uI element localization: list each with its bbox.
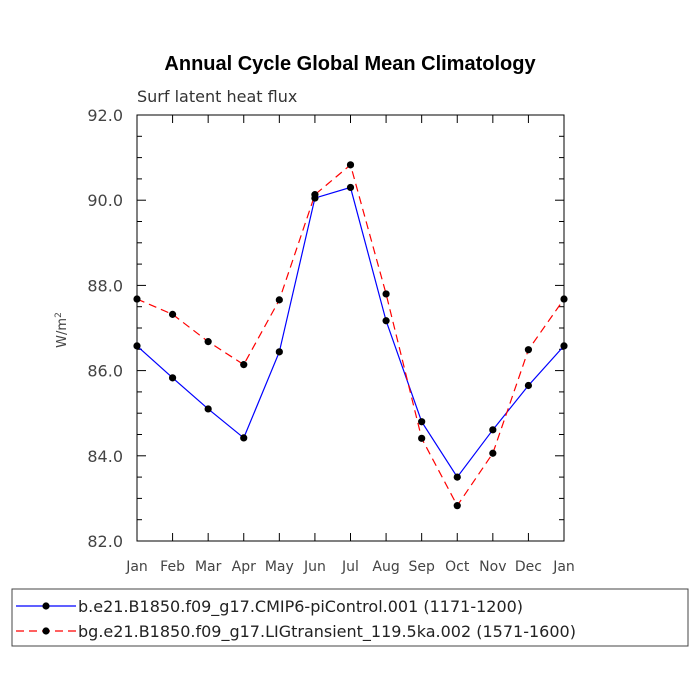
series-layer xyxy=(133,161,568,510)
series-2-point xyxy=(311,191,319,199)
x-tick-label: Feb xyxy=(160,559,185,575)
legend-marker-2 xyxy=(42,627,50,635)
legend-label-1: b.e21.B1850.f09_g17.CMIP6-piControl.001 … xyxy=(78,597,523,617)
x-tick-label: Mar xyxy=(195,559,222,575)
series-2-point xyxy=(453,502,461,510)
plot-frame xyxy=(136,114,565,542)
x-tick-label: Jul xyxy=(341,559,359,575)
legend-marker-1 xyxy=(42,602,50,610)
series-2-point xyxy=(489,449,497,457)
x-tick-label: Jan xyxy=(125,559,148,575)
x-tick-label: Jan xyxy=(552,559,575,575)
chart-title: Annual Cycle Global Mean Climatology xyxy=(164,53,536,75)
x-tick-label: Apr xyxy=(232,559,256,575)
series-1-point xyxy=(346,183,355,192)
series-2-point xyxy=(168,310,177,318)
series-1-point xyxy=(168,374,177,382)
y-tick-label: 88.0 xyxy=(87,276,123,295)
series-2-point xyxy=(204,338,212,346)
chart-subtitle: Surf latent heat flux xyxy=(137,87,297,106)
x-axis-ticks xyxy=(136,115,565,541)
series-1-point xyxy=(133,342,141,350)
series-2-point xyxy=(346,161,355,169)
series-1-point xyxy=(204,405,212,413)
y-axis-labels: 82.0 84.0 86.0 88.0 90.0 92.0 xyxy=(87,106,123,551)
series-1-point xyxy=(560,342,568,350)
y-axis-label-superscript: 2 xyxy=(54,312,64,318)
series-1-point xyxy=(275,348,283,356)
x-tick-label: Oct xyxy=(445,559,470,575)
legend-label-2: bg.e21.B1850.f09_g17.LIGtransient_119.5k… xyxy=(78,622,576,642)
y-axis-label: W/m2 xyxy=(54,312,70,348)
x-tick-label: May xyxy=(265,559,294,575)
series-1-point xyxy=(240,434,248,442)
series-2-point xyxy=(382,290,390,298)
series-2-point xyxy=(524,346,533,354)
x-tick-label: Dec xyxy=(515,559,542,575)
y-axis-ticks xyxy=(137,114,564,542)
y-axis-label-text: W/m xyxy=(55,318,70,348)
y-tick-label: 86.0 xyxy=(87,362,123,381)
x-tick-label: Nov xyxy=(479,559,506,575)
x-tick-label: Aug xyxy=(372,559,399,575)
series-2-point xyxy=(275,296,283,304)
x-axis-labels: Jan Feb Mar Apr May Jun Jul Aug Sep Oct Nov Dec Jan xyxy=(125,559,575,575)
series-1-point xyxy=(489,426,497,434)
y-tick-label: 92.0 xyxy=(87,106,123,125)
x-tick-label: Jun xyxy=(303,559,326,575)
y-tick-label: 84.0 xyxy=(87,447,123,466)
x-tick-label: Sep xyxy=(408,559,435,575)
series-1-point xyxy=(418,418,426,426)
series-1-point xyxy=(524,381,533,390)
legend: b.e21.B1850.f09_g17.CMIP6-piControl.001 … xyxy=(16,597,576,642)
series-2-point xyxy=(240,361,248,369)
series-1-point xyxy=(382,317,390,325)
series-2-point xyxy=(560,295,568,303)
series-1-point xyxy=(453,473,461,481)
y-tick-label: 90.0 xyxy=(87,191,123,210)
series-line-2 xyxy=(136,163,565,507)
series-2-point xyxy=(133,295,141,303)
legend-box xyxy=(11,588,689,647)
y-tick-label: 82.0 xyxy=(87,532,123,551)
series-2-point xyxy=(418,434,426,442)
